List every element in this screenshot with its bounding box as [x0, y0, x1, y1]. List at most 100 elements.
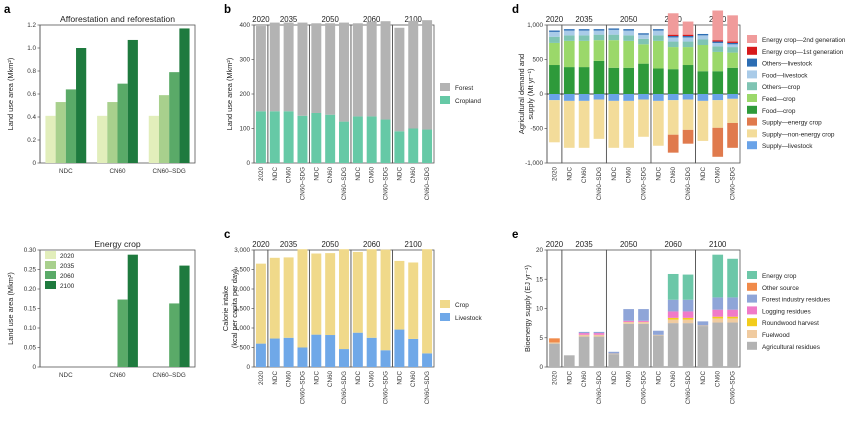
bar-segment-Crop	[380, 249, 391, 351]
bar-segment-Supply-livestock	[712, 94, 724, 101]
bar-segment-Others-livestock	[653, 29, 664, 31]
y-tick-label: 0.4	[27, 114, 36, 121]
legend-label: Others—livestock	[762, 61, 813, 68]
y-tick-label: 0.20	[24, 286, 37, 293]
bar-segment-Agricultural-residues	[727, 322, 738, 367]
legend-label: Logging residues	[762, 308, 811, 315]
bar-segment-Crop	[408, 262, 419, 339]
bar-segment-Forest	[339, 22, 349, 122]
bar-segment-Crop	[366, 249, 377, 338]
y-tick-label: 20	[536, 247, 544, 254]
bar-segment-Supply-non-energy-crop	[563, 100, 575, 148]
bar-segment-Cropland	[422, 129, 433, 163]
x-tick-label: CN60–SDG	[383, 167, 390, 200]
y-tick-label: 1.0	[27, 45, 36, 52]
bar-segment-Livestock	[394, 329, 405, 367]
bar-segment-Forest	[283, 22, 294, 112]
legend-label: Others—crop	[762, 84, 800, 91]
bar-segment-Supply-livestock	[638, 94, 649, 100]
legend-label: Crop	[455, 302, 469, 309]
legend-label: Fuelwood	[762, 332, 790, 339]
bar-segment-Supply-livestock	[697, 94, 709, 101]
bar-segment-Agricultural-residues	[608, 354, 620, 367]
bar-segment-Logging-residues	[682, 311, 694, 318]
bar-segment-Supply-livestock	[549, 94, 560, 101]
group-label: 2060	[665, 240, 683, 249]
bar-segment-Logging-residues	[578, 333, 590, 335]
group-label: 2035	[280, 240, 298, 249]
legend-label: Roundwood harvest	[762, 320, 819, 327]
bar-2035	[55, 102, 66, 163]
bar-segment-Cropland	[255, 111, 266, 163]
bar-segment-Feed-crop	[563, 40, 575, 68]
bar-segment-Agricultural-residues	[549, 343, 560, 367]
x-tick-label: NDC	[272, 167, 279, 181]
bar-segment-Logging-residues	[667, 311, 679, 318]
bar-segment-Food-crop	[653, 68, 664, 94]
x-tick-label: CN60–SDG	[685, 167, 692, 200]
group-label: 2050	[321, 240, 339, 249]
bar-segment-Others-livestock	[667, 36, 679, 38]
y-tick-label: 5	[539, 335, 543, 342]
panel-label-b: b	[224, 4, 231, 16]
x-tick-label: CN60	[410, 371, 417, 388]
bar-segment-Cropland	[339, 121, 349, 163]
bar-segment-Others-livestock	[638, 33, 649, 35]
y-tick-label: 0.15	[24, 306, 37, 313]
bar-segment-Food-livestock	[623, 30, 634, 36]
bar-segment-Other-source	[549, 338, 560, 343]
bar-segment-Agricultural-residues	[593, 336, 605, 367]
x-tick-label: CN60	[626, 371, 633, 388]
bar-segment-Crop	[311, 253, 322, 335]
chart-title: Afforestation and reforestation	[60, 14, 175, 24]
bar-segment-Food-crop	[578, 67, 590, 94]
bar-segment-Forest	[366, 21, 377, 117]
group-label: 2050	[321, 15, 339, 24]
x-tick-label: NDC	[566, 167, 573, 181]
bar-2100	[127, 39, 138, 164]
bar-segment-Feed-crop	[638, 44, 649, 64]
bar-segment-Crop	[325, 253, 336, 336]
bar-segment-Others-livestock	[549, 30, 560, 32]
x-tick-label: CN60–SDG	[299, 371, 306, 404]
bar-segment-Others-crop	[638, 38, 649, 45]
y-axis-title: Bioenergy supply (EJ yr⁻¹)	[523, 265, 532, 352]
bar-segment-Cropland	[269, 111, 280, 163]
x-tick-label: CN60–SDG	[383, 371, 390, 404]
x-tick-label: NDC	[566, 371, 573, 385]
y-tick-label: 15	[536, 276, 544, 283]
bar-segment-Livestock	[297, 347, 308, 367]
y-axis-title: Agricultural demand andsupply (Mt yr⁻¹)	[517, 54, 535, 134]
bar-segment-Supply-non-energy-crop	[578, 100, 590, 148]
y-tick-label: 0	[32, 160, 36, 167]
bar-segment-Supply-livestock	[682, 94, 694, 100]
bar-segment-Food-livestock	[712, 42, 724, 47]
bar-segment-Fuelwood	[697, 325, 709, 327]
x-tick-label: CN60	[670, 167, 677, 184]
bar-segment-Others-crop	[697, 39, 709, 46]
bar-segment-Food-crop	[608, 67, 620, 94]
bar-segment-Livestock	[380, 350, 391, 367]
bar-segment-Food-crop	[712, 71, 724, 94]
y-tick-label: 200	[239, 91, 250, 98]
bar-segment-Agricultural-residues	[697, 326, 709, 367]
bar-segment-Forest	[394, 27, 405, 132]
x-tick-label: CN60	[286, 371, 293, 388]
bar-segment-Cropland	[325, 114, 336, 163]
bar-segment-Feed-crop	[653, 40, 664, 69]
y-tick-label: 300	[239, 57, 250, 64]
bar-segment-Others-crop	[549, 36, 560, 43]
bar-segment-Crop	[339, 249, 349, 350]
x-tick-label: CN60–SDG	[596, 371, 603, 404]
bar-segment-Others-crop	[667, 41, 679, 48]
x-tick-label: CN60–SDG	[341, 371, 348, 404]
x-tick-label: NDC	[313, 371, 320, 385]
bar-segment-Supply-livestock	[578, 94, 590, 101]
bar-segment-Feed-crop	[549, 42, 560, 66]
y-axis-title-line: Agricultural demand and	[517, 54, 526, 134]
group-label: 2100	[405, 240, 423, 249]
bar-segment-Food-crop	[593, 60, 605, 94]
bar-segment-Supply-non-energy-crop	[697, 100, 709, 141]
bar-segment-Others-crop	[727, 47, 738, 53]
